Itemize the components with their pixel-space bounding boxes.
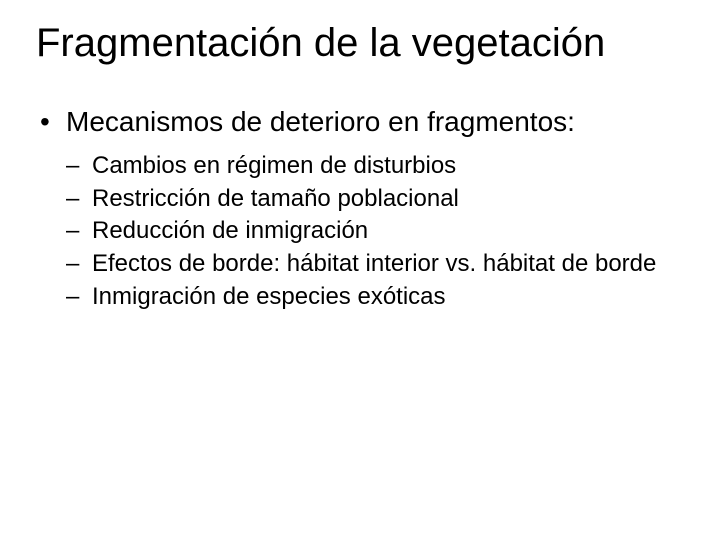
slide-container: Fragmentación de la vegetación Mecanismo…: [0, 0, 720, 540]
slide-title: Fragmentación de la vegetación: [36, 20, 684, 66]
bullet-item-main-text: Mecanismos de deterioro en fragmentos:: [66, 106, 575, 137]
sub-item: Reducción de inmigración: [66, 216, 684, 247]
sub-item: Efectos de borde: hábitat interior vs. h…: [66, 249, 684, 280]
sub-item: Inmigración de especies exóticas: [66, 282, 684, 313]
bullet-list-level2: Cambios en régimen de disturbios Restric…: [66, 151, 684, 313]
sub-item: Restricción de tamaño poblacional: [66, 184, 684, 215]
bullet-item-main: Mecanismos de deterioro en fragmentos: C…: [36, 104, 684, 313]
sub-item: Cambios en régimen de disturbios: [66, 151, 684, 182]
bullet-list-level1: Mecanismos de deterioro en fragmentos: C…: [36, 104, 684, 313]
